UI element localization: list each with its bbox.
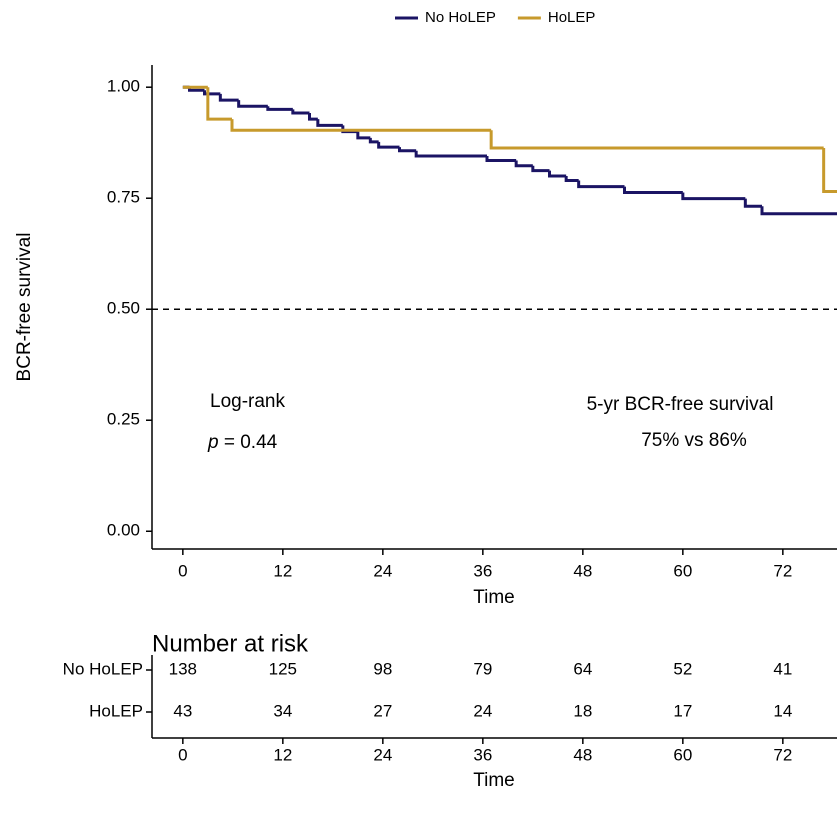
survival-step: [266, 106, 293, 111]
survival-step: [316, 119, 343, 127]
risk-count: 43: [173, 701, 192, 720]
risk-count: 52: [673, 659, 692, 678]
risk-x-tick-label: 72: [773, 745, 792, 764]
risk-count: 41: [773, 659, 792, 678]
risk-count: 79: [473, 659, 492, 678]
risk-count: 18: [573, 701, 592, 720]
risk-x-tick-label: 24: [373, 745, 392, 764]
p-value: = 0.44: [224, 432, 278, 453]
risk-count: 17: [673, 701, 692, 720]
y-tick-label: 0.50: [107, 299, 140, 318]
legend-label: No HoLEP: [425, 9, 496, 26]
x-tick-label: 36: [473, 561, 492, 580]
x-tick-label: 72: [773, 561, 792, 580]
survival-step: [489, 130, 824, 150]
survival-step: [230, 119, 492, 132]
x-axis-label: Time: [473, 587, 515, 608]
y-tick-label: 0.25: [107, 410, 140, 429]
survival-step: [206, 87, 232, 121]
risk-count: 98: [373, 659, 392, 678]
risk-row-label: HoLEP: [89, 701, 143, 720]
survival-step: [368, 137, 379, 144]
annotation: Log-rank: [210, 391, 285, 412]
survival-step: [548, 170, 567, 178]
survival-step: [485, 156, 517, 162]
risk-x-axis-label: Time: [473, 770, 515, 791]
survival-step: [760, 206, 837, 216]
survival-step: [398, 147, 417, 153]
x-tick-label: 48: [573, 561, 592, 580]
survival-step: [308, 112, 318, 121]
risk-row-label: No HoLEP: [63, 659, 143, 678]
survival-step: [237, 100, 268, 108]
risk-table-title: Number at risk: [152, 630, 309, 657]
risk-count: 64: [573, 659, 592, 678]
risk-count: 138: [169, 659, 197, 678]
risk-x-tick-label: 36: [473, 745, 492, 764]
risk-x-tick-label: 0: [178, 745, 187, 764]
risk-x-tick-label: 48: [573, 745, 592, 764]
x-tick-label: 12: [273, 561, 292, 580]
survival-step: [822, 148, 837, 194]
annotation: 5-yr BCR-free survival: [587, 394, 774, 415]
risk-count: 34: [273, 701, 292, 720]
survival-step: [514, 160, 533, 168]
risk-count: 24: [473, 701, 492, 720]
survival-step: [291, 109, 310, 115]
survival-step: [743, 198, 762, 208]
survival-step: [577, 180, 625, 189]
survival-step: [564, 176, 579, 182]
survival-step: [531, 165, 550, 173]
survival-step: [203, 90, 221, 96]
annotation: 75% vs 86%: [641, 430, 747, 451]
survival-step: [681, 192, 746, 201]
survival-step: [356, 131, 371, 140]
x-tick-label: 24: [373, 561, 392, 580]
y-tick-label: 1.00: [107, 77, 140, 96]
legend-label: HoLEP: [548, 9, 596, 26]
survival-step: [377, 141, 400, 149]
risk-count: 14: [773, 701, 792, 720]
risk-count: 27: [373, 701, 392, 720]
x-tick-label: 0: [178, 561, 187, 580]
y-tick-label: 0.00: [107, 521, 140, 540]
risk-x-tick-label: 60: [673, 745, 692, 764]
x-tick-label: 60: [673, 561, 692, 580]
risk-x-tick-label: 12: [273, 745, 292, 764]
survival-step: [623, 186, 683, 194]
survival-step: [218, 93, 239, 102]
annotation: p = 0.44: [207, 432, 278, 453]
y-axis-label: BCR-free survival: [14, 233, 35, 382]
survival-step: [414, 150, 487, 158]
risk-count: 125: [269, 659, 297, 678]
y-tick-label: 0.75: [107, 188, 140, 207]
p-symbol: p: [207, 432, 219, 453]
